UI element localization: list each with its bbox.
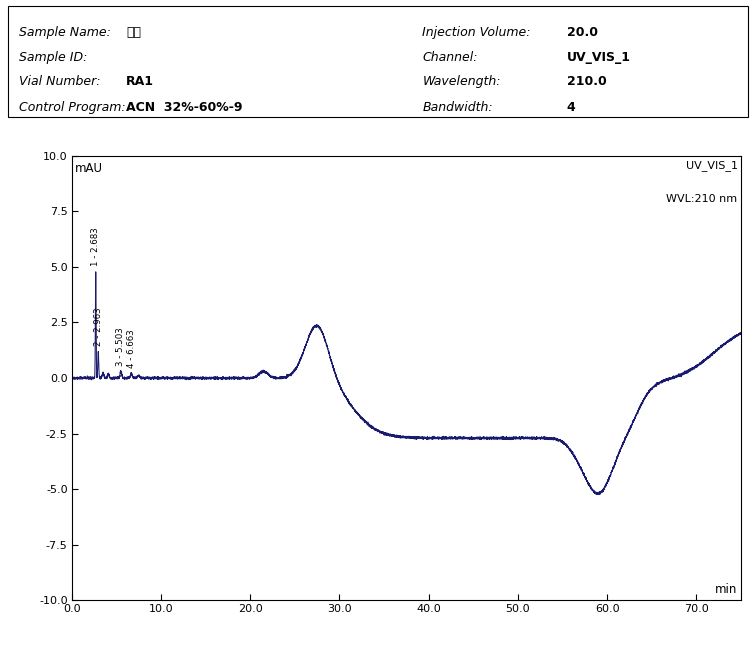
Text: Bandwidth:: Bandwidth: bbox=[423, 101, 493, 114]
Text: Injection Volume:: Injection Volume: bbox=[423, 27, 531, 40]
Text: 1 - 2.683: 1 - 2.683 bbox=[91, 228, 101, 266]
Text: 3 - 5.503: 3 - 5.503 bbox=[116, 327, 125, 365]
Text: 4: 4 bbox=[567, 101, 575, 114]
Text: Wavelength:: Wavelength: bbox=[423, 75, 501, 88]
Text: mAU: mAU bbox=[75, 162, 103, 175]
Text: min: min bbox=[715, 583, 738, 596]
Text: Channel:: Channel: bbox=[423, 51, 478, 64]
Text: Sample Name:: Sample Name: bbox=[19, 27, 110, 40]
Text: RA1: RA1 bbox=[126, 75, 154, 88]
Text: WVL:210 nm: WVL:210 nm bbox=[666, 193, 738, 204]
Text: 空白: 空白 bbox=[126, 27, 141, 40]
Text: 210.0: 210.0 bbox=[567, 75, 606, 88]
Text: 4 - 6.663: 4 - 6.663 bbox=[127, 329, 136, 367]
Text: Vial Number:: Vial Number: bbox=[19, 75, 101, 88]
Text: Control Program:: Control Program: bbox=[19, 101, 125, 114]
Text: 20.0: 20.0 bbox=[567, 27, 598, 40]
Text: UV_VIS_1: UV_VIS_1 bbox=[686, 160, 738, 171]
Text: Sample ID:: Sample ID: bbox=[19, 51, 87, 64]
Text: UV_VIS_1: UV_VIS_1 bbox=[567, 51, 631, 64]
Text: ACN  32%-60%-9: ACN 32%-60%-9 bbox=[126, 101, 243, 114]
Text: 2 - 2.963: 2 - 2.963 bbox=[94, 307, 103, 346]
